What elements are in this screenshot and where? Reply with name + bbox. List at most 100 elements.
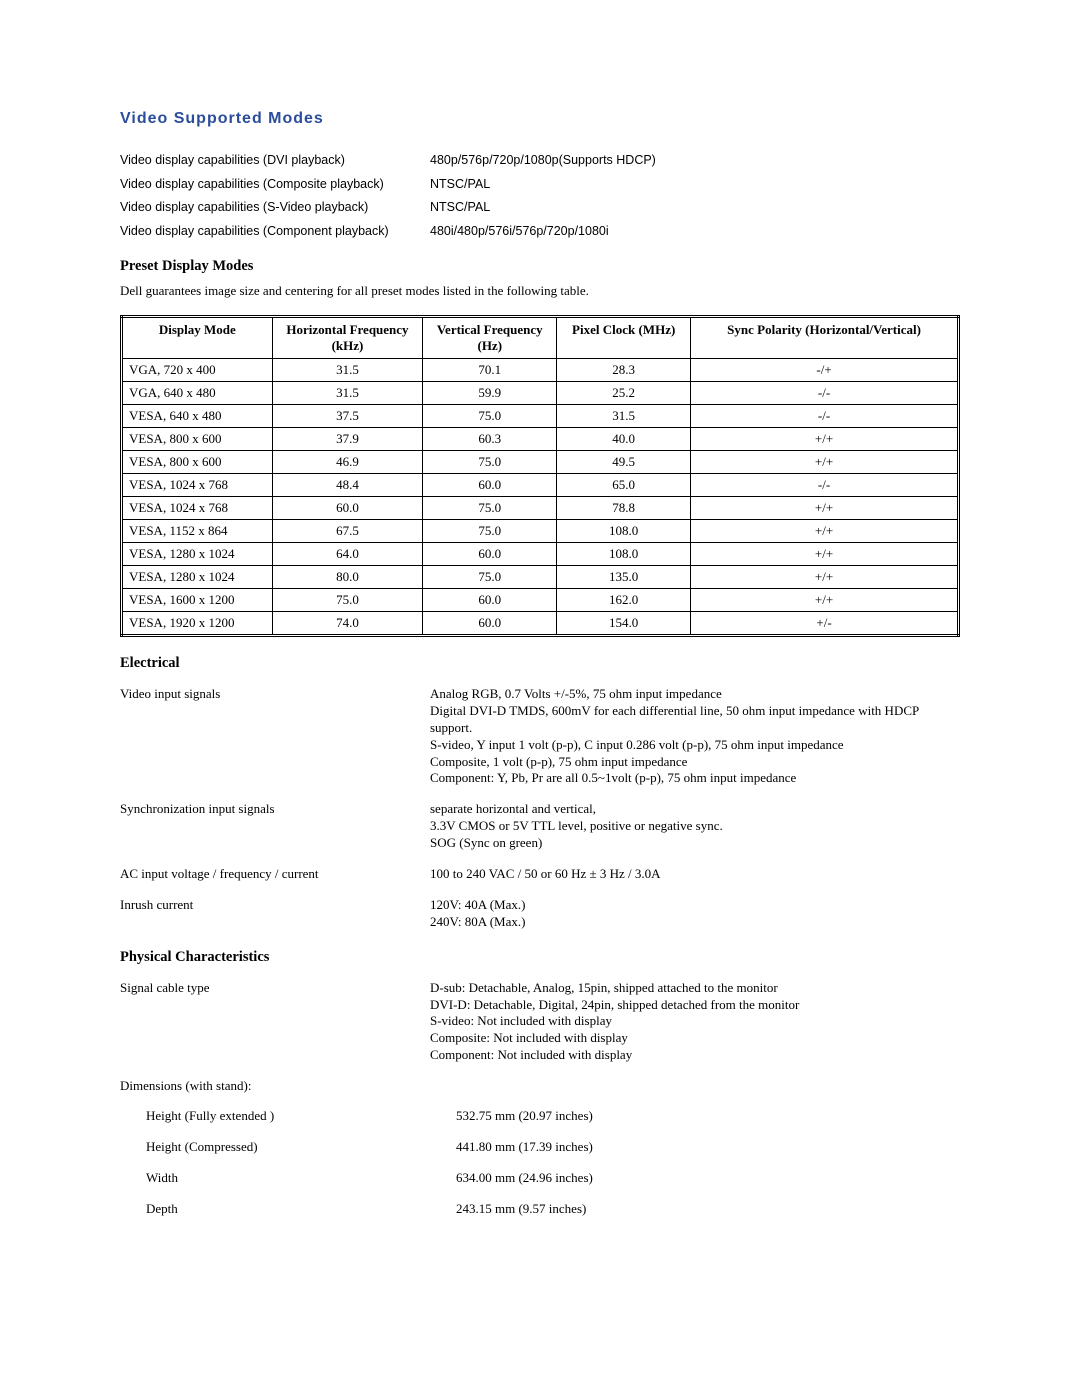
page: Video Supported Modes Video display capa… bbox=[0, 0, 1080, 1338]
table-cell: 108.0 bbox=[557, 520, 691, 543]
table-cell: 31.5 bbox=[272, 382, 423, 405]
dimensions-label: Dimensions (with stand): bbox=[120, 1078, 960, 1094]
table-cell: 31.5 bbox=[557, 405, 691, 428]
table-cell: 75.0 bbox=[272, 589, 423, 612]
video-cap-value: 480p/576p/720p/1080p(Supports HDCP) bbox=[430, 152, 960, 170]
table-cell: +/+ bbox=[691, 520, 959, 543]
table-cell: 60.0 bbox=[423, 474, 557, 497]
table-cell: 37.9 bbox=[272, 428, 423, 451]
video-cap-row: Video display capabilities (Component pl… bbox=[120, 223, 960, 241]
table-row: VESA, 1024 x 76848.460.065.0-/- bbox=[122, 474, 959, 497]
table-cell: 28.3 bbox=[557, 359, 691, 382]
electrical-label: Synchronization input signals bbox=[120, 801, 430, 852]
table-cell: 49.5 bbox=[557, 451, 691, 474]
table-cell: 40.0 bbox=[557, 428, 691, 451]
video-cap-label: Video display capabilities (Composite pl… bbox=[120, 176, 430, 194]
table-cell: 108.0 bbox=[557, 543, 691, 566]
table-cell: +/+ bbox=[691, 589, 959, 612]
physical-label: Signal cable type bbox=[120, 980, 430, 1064]
electrical-value: separate horizontal and vertical, 3.3V C… bbox=[430, 801, 960, 852]
video-cap-label: Video display capabilities (Component pl… bbox=[120, 223, 430, 241]
heading-video: Video Supported Modes bbox=[120, 110, 960, 128]
table-cell: VESA, 640 x 480 bbox=[122, 405, 273, 428]
dimension-label: Height (Fully extended ) bbox=[120, 1108, 456, 1125]
table-cell: VESA, 1280 x 1024 bbox=[122, 543, 273, 566]
table-cell: -/- bbox=[691, 405, 959, 428]
table-cell: 162.0 bbox=[557, 589, 691, 612]
table-cell: VESA, 1600 x 1200 bbox=[122, 589, 273, 612]
table-cell: 75.0 bbox=[423, 451, 557, 474]
electrical-row: Video input signals Analog RGB, 0.7 Volt… bbox=[120, 686, 960, 787]
video-cap-value: NTSC/PAL bbox=[430, 199, 960, 217]
col-sync: Sync Polarity (Horizontal/Vertical) bbox=[691, 317, 959, 359]
table-header-row: Display Mode Horizontal Frequency (kHz) … bbox=[122, 317, 959, 359]
physical-row: Signal cable type D-sub: Detachable, Ana… bbox=[120, 980, 960, 1064]
table-cell: 80.0 bbox=[272, 566, 423, 589]
dimension-label: Width bbox=[120, 1170, 456, 1187]
electrical-value: 120V: 40A (Max.) 240V: 80A (Max.) bbox=[430, 897, 960, 931]
col-pixel-clock: Pixel Clock (MHz) bbox=[557, 317, 691, 359]
electrical-label: AC input voltage / frequency / current bbox=[120, 866, 430, 883]
table-cell: VESA, 800 x 600 bbox=[122, 451, 273, 474]
table-cell: +/+ bbox=[691, 543, 959, 566]
table-row: VGA, 720 x 40031.570.128.3-/+ bbox=[122, 359, 959, 382]
video-cap-value: 480i/480p/576i/576p/720p/1080i bbox=[430, 223, 960, 241]
dimension-value: 243.15 mm (9.57 inches) bbox=[456, 1201, 960, 1218]
video-cap-row: Video display capabilities (S-Video play… bbox=[120, 199, 960, 217]
video-cap-row: Video display capabilities (Composite pl… bbox=[120, 176, 960, 194]
table-cell: +/+ bbox=[691, 428, 959, 451]
table-cell: VGA, 640 x 480 bbox=[122, 382, 273, 405]
table-cell: +/+ bbox=[691, 566, 959, 589]
table-cell: 135.0 bbox=[557, 566, 691, 589]
table-cell: 31.5 bbox=[272, 359, 423, 382]
table-cell: 60.0 bbox=[423, 543, 557, 566]
table-cell: +/+ bbox=[691, 451, 959, 474]
electrical-row: Synchronization input signals separate h… bbox=[120, 801, 960, 852]
video-cap-value: NTSC/PAL bbox=[430, 176, 960, 194]
table-cell: VESA, 1280 x 1024 bbox=[122, 566, 273, 589]
table-cell: VGA, 720 x 400 bbox=[122, 359, 273, 382]
table-cell: 60.0 bbox=[423, 589, 557, 612]
table-cell: 46.9 bbox=[272, 451, 423, 474]
electrical-label: Video input signals bbox=[120, 686, 430, 787]
table-cell: VESA, 800 x 600 bbox=[122, 428, 273, 451]
dimension-row: Width 634.00 mm (24.96 inches) bbox=[120, 1170, 960, 1187]
heading-physical: Physical Characteristics bbox=[120, 949, 960, 966]
table-cell: +/+ bbox=[691, 497, 959, 520]
table-row: VGA, 640 x 48031.559.925.2-/- bbox=[122, 382, 959, 405]
table-cell: -/+ bbox=[691, 359, 959, 382]
electrical-row: AC input voltage / frequency / current 1… bbox=[120, 866, 960, 883]
electrical-value: Analog RGB, 0.7 Volts +/-5%, 75 ohm inpu… bbox=[430, 686, 960, 787]
electrical-row: Inrush current 120V: 40A (Max.) 240V: 80… bbox=[120, 897, 960, 931]
table-cell: 64.0 bbox=[272, 543, 423, 566]
heading-electrical: Electrical bbox=[120, 655, 960, 672]
table-row: VESA, 800 x 60037.960.340.0+/+ bbox=[122, 428, 959, 451]
preset-modes-table: Display Mode Horizontal Frequency (kHz) … bbox=[120, 315, 960, 637]
table-cell: +/- bbox=[691, 612, 959, 636]
dimension-value: 532.75 mm (20.97 inches) bbox=[456, 1108, 960, 1125]
table-cell: 74.0 bbox=[272, 612, 423, 636]
electrical-value: 100 to 240 VAC / 50 or 60 Hz ± 3 Hz / 3.… bbox=[430, 866, 960, 883]
table-cell: VESA, 1024 x 768 bbox=[122, 474, 273, 497]
table-cell: 60.3 bbox=[423, 428, 557, 451]
table-cell: VESA, 1024 x 768 bbox=[122, 497, 273, 520]
table-cell: 70.1 bbox=[423, 359, 557, 382]
video-cap-label: Video display capabilities (DVI playback… bbox=[120, 152, 430, 170]
dimension-value: 441.80 mm (17.39 inches) bbox=[456, 1139, 960, 1156]
table-cell: 67.5 bbox=[272, 520, 423, 543]
video-cap-row: Video display capabilities (DVI playback… bbox=[120, 152, 960, 170]
table-cell: 75.0 bbox=[423, 405, 557, 428]
physical-value: D-sub: Detachable, Analog, 15pin, shippe… bbox=[430, 980, 960, 1064]
table-cell: 75.0 bbox=[423, 520, 557, 543]
table-cell: 25.2 bbox=[557, 382, 691, 405]
video-cap-label: Video display capabilities (S-Video play… bbox=[120, 199, 430, 217]
table-row: VESA, 1600 x 120075.060.0162.0+/+ bbox=[122, 589, 959, 612]
table-row: VESA, 640 x 48037.575.031.5-/- bbox=[122, 405, 959, 428]
table-cell: -/- bbox=[691, 474, 959, 497]
table-cell: 75.0 bbox=[423, 566, 557, 589]
table-cell: 78.8 bbox=[557, 497, 691, 520]
table-row: VESA, 1280 x 102464.060.0108.0+/+ bbox=[122, 543, 959, 566]
table-cell: 154.0 bbox=[557, 612, 691, 636]
col-hfreq: Horizontal Frequency (kHz) bbox=[272, 317, 423, 359]
table-row: VESA, 1152 x 86467.575.0108.0+/+ bbox=[122, 520, 959, 543]
